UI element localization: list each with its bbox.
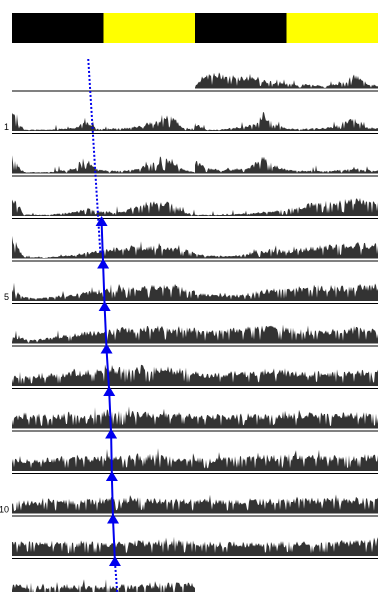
light-bar-segment-light [103,13,195,43]
day-label-5: 5 [4,292,9,302]
activity-row-day-1 [12,112,378,134]
activity-trace [195,156,378,174]
onset-marker-11 [105,471,118,481]
onset-marker-5 [95,216,108,226]
activity-trace [12,155,195,174]
onset-marker-13 [108,556,121,566]
activity-row-day-8 [12,406,378,432]
activity-trace [12,579,195,592]
activity-trace [195,242,378,259]
activity-trace [12,325,195,344]
activity-row-day-2 [12,155,378,177]
onset-marker-9 [103,386,116,396]
light-dark-bar [12,13,378,43]
activity-row-day-12 [12,579,195,592]
activity-trace [195,72,378,89]
activity-trace [12,235,195,259]
onset-marker-12 [107,513,120,524]
onset-marker-6 [97,258,110,269]
activity-rows [12,72,378,592]
day-label-1: 1 [4,122,9,132]
onset-marker-7 [98,301,111,311]
onset-fit-dashed [87,58,102,255]
activity-trace [12,199,195,216]
light-bar-segment-light [286,13,378,43]
activity-trace [195,494,378,514]
activity-row-day-4 [12,235,378,262]
activity-row-day-5 [12,282,378,304]
activity-trace [195,198,378,216]
activity-trace [12,406,195,429]
activity-row-day-3 [12,198,378,219]
day-label-10: 10 [0,505,9,515]
onset-line [87,58,121,592]
activity-trace [195,368,378,386]
activity-row-day-11 [12,536,378,559]
onset-marker-10 [105,428,118,439]
activity-trace [195,283,378,301]
activity-trace [12,495,195,514]
activity-trace [12,112,195,131]
activity-row-day-9 [12,448,378,474]
activity-trace [195,409,378,429]
light-bar-segment-dark [12,13,104,43]
activity-trace [195,324,378,344]
activity-trace [195,537,378,556]
activity-trace [12,448,195,471]
activity-row-day-7 [12,364,378,389]
activity-trace [12,364,195,386]
activity-row-day-10 [12,494,378,517]
activity-trace [195,449,378,471]
activity-row-day-6 [12,324,378,347]
onset-marker-8 [100,343,113,354]
onset-extension-dashed [113,561,119,592]
activity-trace [12,536,195,556]
light-bar-segment-dark [195,13,287,43]
activity-trace [195,112,378,131]
activity-row-day-0 [12,72,378,92]
